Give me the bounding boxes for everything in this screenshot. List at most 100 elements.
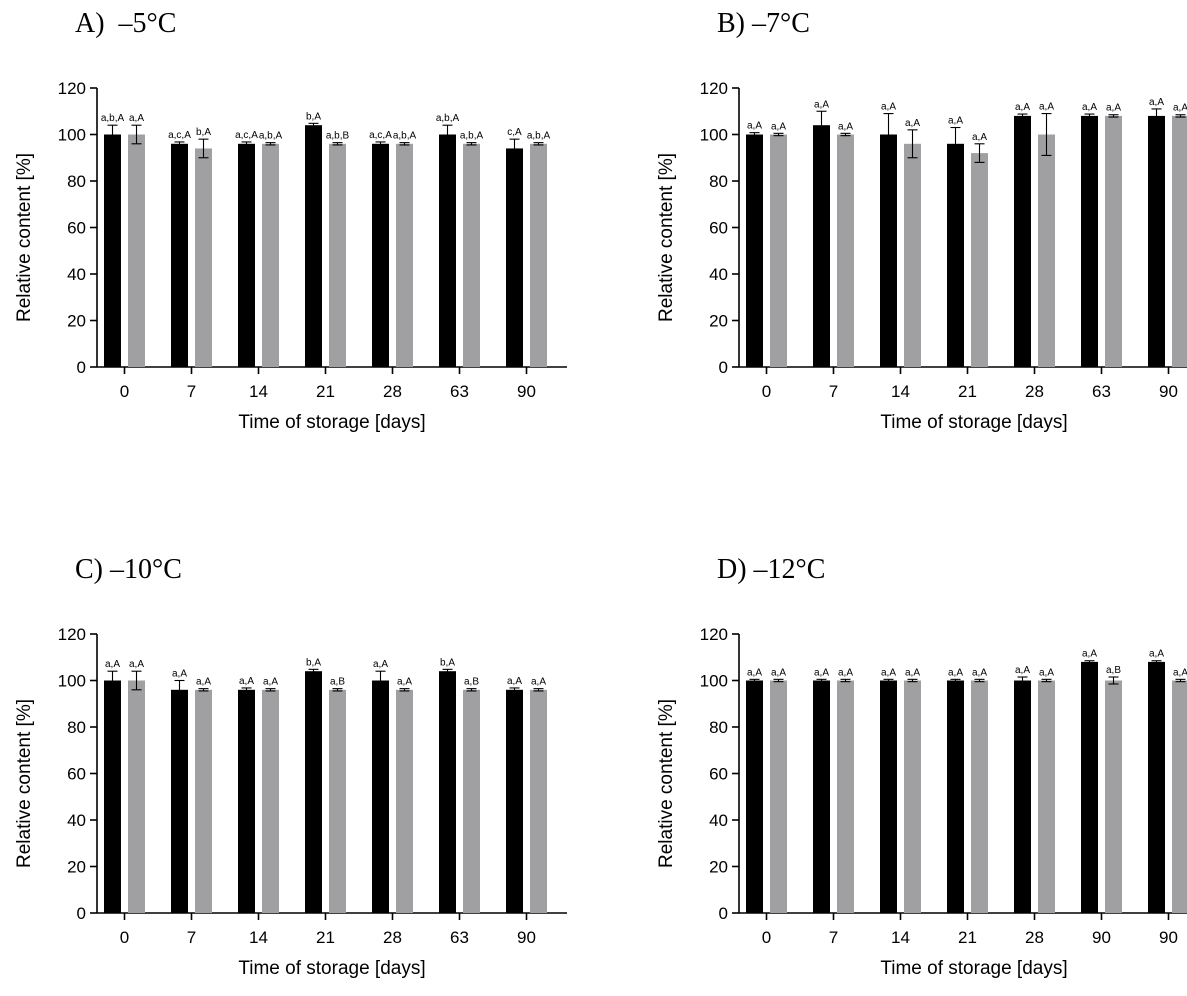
bar-chart-c: 0 20 40 60 80 100 120 a,A a,A 0 a,A a,A 7 a,A a,A 14 b,A… [14, 625, 567, 979]
bar [463, 143, 480, 367]
bar [128, 134, 145, 367]
bar [171, 143, 188, 367]
y-axis-title: Relative content [%] [14, 699, 35, 868]
x-tick-label: 90 [1159, 928, 1178, 947]
data-label: a,b,A [393, 131, 417, 142]
bar [880, 134, 897, 367]
x-tick-label: 7 [829, 382, 838, 401]
data-label: a,B [1106, 665, 1121, 676]
bar [746, 134, 763, 367]
data-label: a,A [1082, 649, 1097, 660]
data-label: a,A [129, 113, 144, 124]
data-label: a,c,A [235, 130, 258, 141]
bar [463, 689, 480, 913]
bar [1081, 661, 1098, 913]
y-tick-label: 100 [700, 126, 728, 145]
chart-title: B) –7°C [717, 8, 810, 39]
x-tick-label: 21 [958, 928, 977, 947]
data-label: a,A [1082, 102, 1097, 113]
y-tick-label: 0 [719, 904, 728, 923]
x-tick-label: 7 [187, 382, 196, 401]
x-tick-label: 90 [1092, 928, 1111, 947]
data-label: a,A [129, 659, 144, 670]
bar [439, 134, 456, 367]
bar [880, 680, 897, 913]
x-tick-label: 21 [316, 382, 335, 401]
x-tick-label: 0 [762, 928, 771, 947]
data-label: b,A [196, 127, 211, 138]
data-label: a,A [196, 677, 211, 688]
data-label: a,B [330, 677, 345, 688]
y-tick-label: 80 [67, 172, 86, 191]
data-label: a,c,A [168, 130, 191, 141]
bar [1038, 680, 1055, 913]
bar [1148, 661, 1165, 913]
bar [506, 148, 523, 367]
bar [947, 680, 964, 913]
data-label: a,A [905, 667, 920, 678]
data-label: a,A [814, 99, 829, 110]
y-tick-label: 80 [709, 718, 728, 737]
y-tick-label: 0 [77, 904, 86, 923]
bar [837, 134, 854, 367]
x-axis-title: Time of storage [days] [238, 412, 425, 433]
bar [329, 689, 346, 913]
bar [1105, 115, 1122, 368]
data-label: a,b,A [436, 113, 460, 124]
data-label: a,A [373, 659, 388, 670]
bar [1172, 115, 1187, 368]
bar [238, 143, 255, 367]
data-label: a,A [531, 677, 546, 688]
bar [947, 143, 964, 367]
bar [305, 125, 322, 367]
x-tick-label: 90 [517, 382, 536, 401]
data-label: a,A [948, 667, 963, 678]
y-tick-label: 120 [700, 625, 728, 644]
bar [837, 680, 854, 913]
x-tick-label: 28 [383, 382, 402, 401]
y-tick-label: 120 [58, 625, 86, 644]
bar [971, 153, 988, 367]
x-tick-label: 90 [517, 928, 536, 947]
bar [372, 143, 389, 367]
data-label: a,A [1173, 103, 1187, 114]
y-tick-label: 80 [67, 718, 86, 737]
data-label: b,A [306, 111, 321, 122]
x-tick-label: 21 [958, 382, 977, 401]
bar [439, 671, 456, 913]
x-tick-label: 7 [187, 928, 196, 947]
data-label: a,A [814, 667, 829, 678]
bar [770, 134, 787, 367]
bar [171, 689, 188, 913]
y-tick-label: 80 [709, 172, 728, 191]
data-label: a,A [507, 676, 522, 687]
y-tick-label: 60 [709, 765, 728, 784]
x-axis-title: Time of storage [days] [880, 412, 1067, 433]
bar [305, 671, 322, 913]
x-tick-label: 0 [120, 382, 129, 401]
bar [506, 689, 523, 913]
data-label: a,A [838, 667, 853, 678]
data-label: a,A [881, 102, 896, 113]
x-tick-label: 63 [1092, 382, 1111, 401]
x-tick-label: 14 [249, 382, 268, 401]
data-label: a,A [1149, 649, 1164, 660]
bar [530, 689, 547, 913]
data-label: a,A [172, 669, 187, 680]
y-tick-label: 120 [700, 79, 728, 98]
data-label: a,A [1106, 103, 1121, 114]
data-label: a,A [747, 667, 762, 678]
y-tick-label: 100 [58, 126, 86, 145]
bar [1172, 680, 1187, 913]
data-label: a,A [972, 132, 987, 143]
bar-chart-b: 0 20 40 60 80 100 120 a,A a,A 0 a,A a,A 7 a,A a,A 14 a,A… [656, 79, 1187, 433]
y-tick-label: 20 [709, 312, 728, 331]
data-label: a,B [464, 677, 479, 688]
bar [128, 680, 145, 913]
bar [238, 689, 255, 913]
bar [195, 689, 212, 913]
y-tick-label: 20 [67, 858, 86, 877]
bar [971, 680, 988, 913]
x-tick-label: 7 [829, 928, 838, 947]
